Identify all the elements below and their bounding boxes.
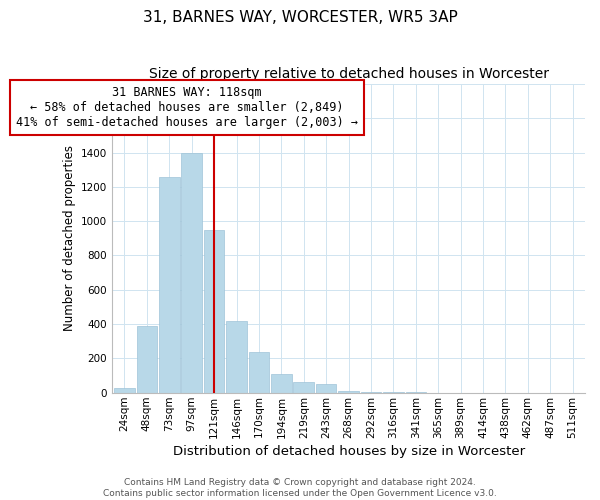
Bar <box>114 388 135 392</box>
Bar <box>248 352 269 393</box>
Title: Size of property relative to detached houses in Worcester: Size of property relative to detached ho… <box>149 68 548 82</box>
Bar <box>159 176 179 392</box>
Bar <box>316 384 337 392</box>
Bar <box>204 230 224 392</box>
Y-axis label: Number of detached properties: Number of detached properties <box>62 146 76 332</box>
Bar <box>293 382 314 392</box>
Text: 31, BARNES WAY, WORCESTER, WR5 3AP: 31, BARNES WAY, WORCESTER, WR5 3AP <box>143 10 457 25</box>
Text: 31 BARNES WAY: 118sqm
← 58% of detached houses are smaller (2,849)
41% of semi-d: 31 BARNES WAY: 118sqm ← 58% of detached … <box>16 86 358 129</box>
Text: Contains HM Land Registry data © Crown copyright and database right 2024.
Contai: Contains HM Land Registry data © Crown c… <box>103 478 497 498</box>
Bar <box>226 320 247 392</box>
Bar <box>137 326 157 392</box>
Bar <box>271 374 292 392</box>
X-axis label: Distribution of detached houses by size in Worcester: Distribution of detached houses by size … <box>173 444 524 458</box>
Bar <box>338 391 359 392</box>
Bar <box>181 152 202 392</box>
